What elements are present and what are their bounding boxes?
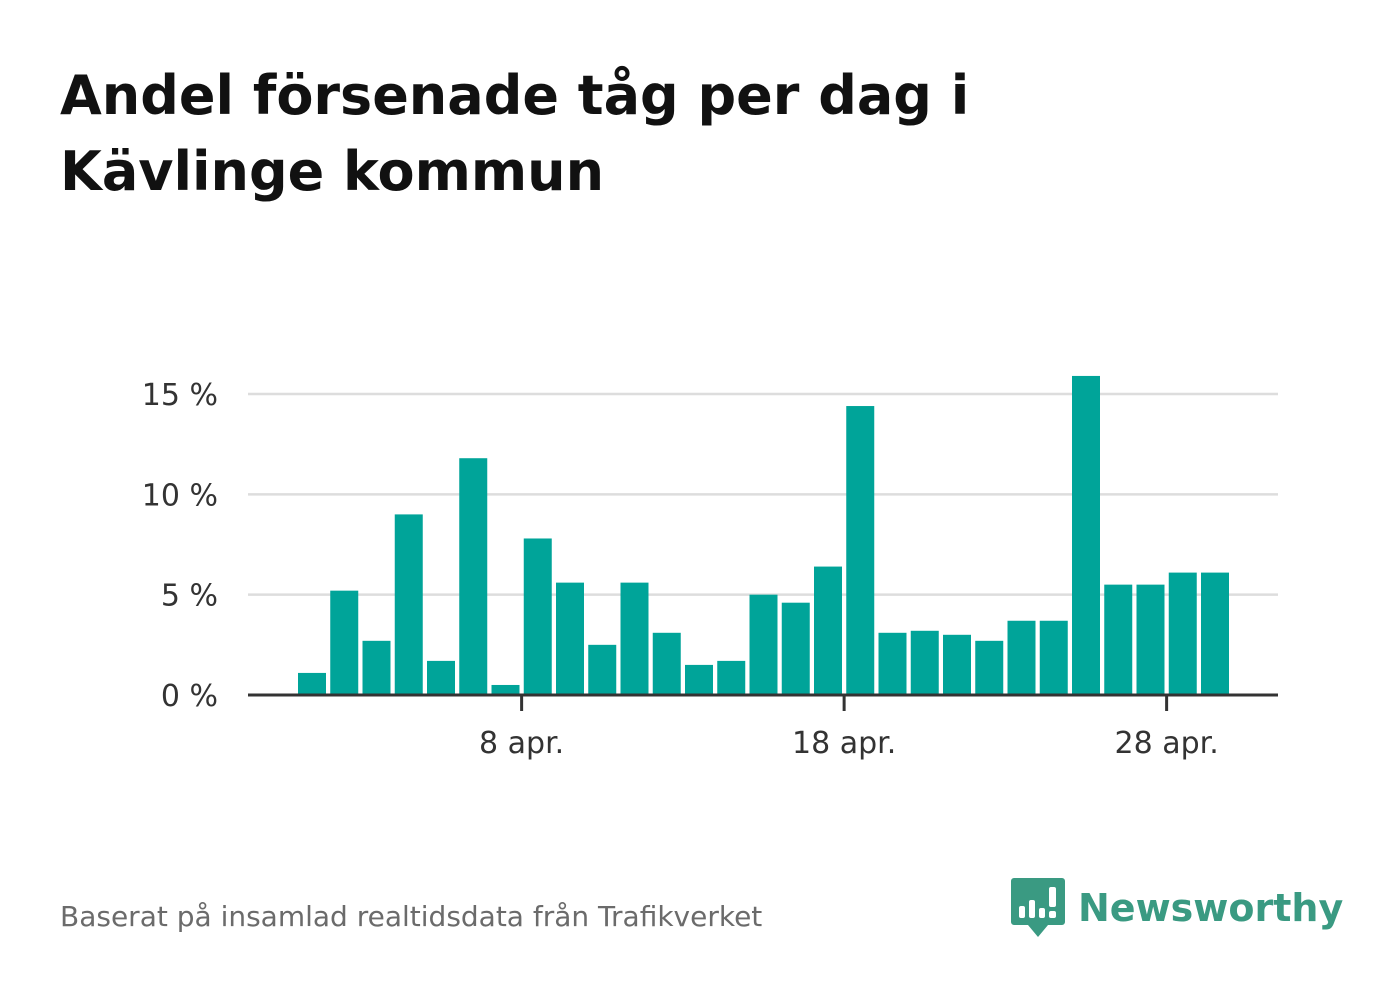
y-tick-label: 10 % bbox=[142, 478, 218, 513]
bar bbox=[878, 632, 907, 695]
bar bbox=[523, 538, 552, 695]
chart-title: Andel försenade tåg per dag i Kävlinge k… bbox=[60, 64, 970, 203]
bar bbox=[427, 660, 455, 695]
bar bbox=[1136, 584, 1165, 695]
bar bbox=[717, 660, 746, 695]
bar bbox=[394, 514, 423, 695]
y-axis-tick-labels: 0 % 5 % 10 % 15 % bbox=[142, 378, 218, 714]
source-note: Baserat på insamlad realtidsdata från Tr… bbox=[60, 900, 763, 933]
y-tick-label: 0 % bbox=[161, 679, 218, 714]
x-tick-label: 18 apr. bbox=[792, 726, 896, 761]
bar bbox=[1104, 584, 1133, 695]
bar bbox=[943, 634, 971, 695]
bar bbox=[620, 582, 649, 695]
bars bbox=[298, 375, 1229, 695]
bar bbox=[1072, 375, 1100, 695]
bar bbox=[975, 640, 1004, 695]
bar bbox=[491, 684, 520, 695]
bar bbox=[330, 590, 359, 695]
bar bbox=[1201, 572, 1229, 695]
bar bbox=[846, 406, 875, 695]
bar bbox=[459, 458, 488, 695]
bar-chart-speech-bubble-icon bbox=[1011, 878, 1065, 937]
bar bbox=[685, 664, 713, 695]
y-tick-label: 5 % bbox=[161, 579, 218, 614]
newsworthy-logo: Newsworthy bbox=[1010, 876, 1343, 940]
bar bbox=[1039, 620, 1068, 695]
bar bbox=[556, 582, 584, 695]
bar bbox=[588, 644, 617, 695]
bar bbox=[781, 602, 810, 695]
y-tick-label: 15 % bbox=[142, 378, 218, 413]
bar bbox=[910, 630, 939, 695]
bar bbox=[749, 594, 778, 695]
x-tick-label: 8 apr. bbox=[479, 726, 564, 761]
bar bbox=[814, 566, 842, 695]
bar bbox=[652, 632, 681, 695]
bar bbox=[362, 640, 391, 695]
bar bbox=[298, 672, 326, 695]
bar bbox=[1168, 572, 1197, 695]
x-axis-tick-labels: 8 apr. 18 apr. 28 apr. bbox=[479, 726, 1219, 761]
x-tick-label: 28 apr. bbox=[1114, 726, 1218, 761]
bar bbox=[1007, 620, 1036, 695]
x-axis bbox=[248, 693, 1278, 711]
logo-wordmark: Newsworthy bbox=[1078, 886, 1344, 930]
